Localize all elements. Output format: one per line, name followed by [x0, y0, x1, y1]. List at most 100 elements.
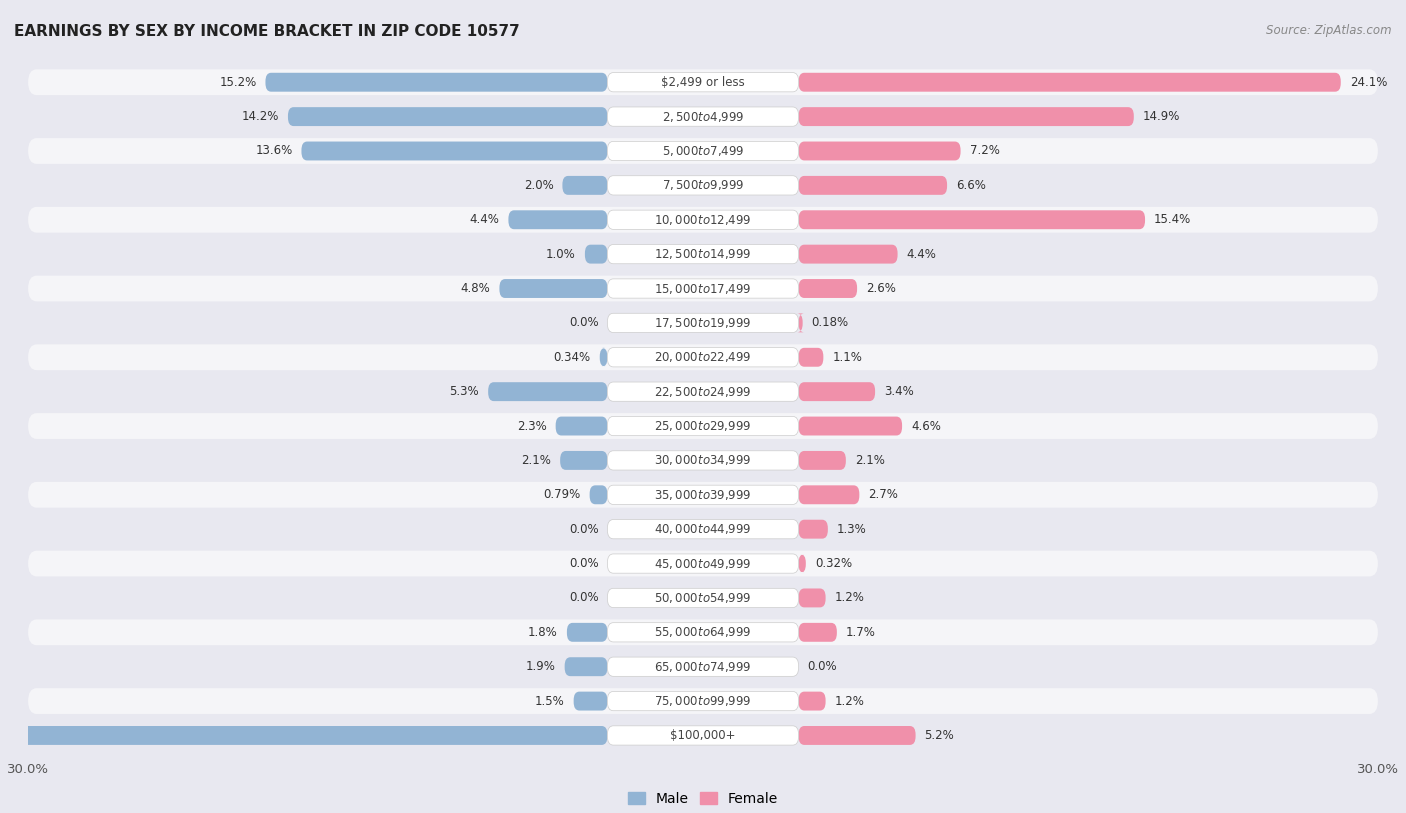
FancyBboxPatch shape: [607, 726, 799, 745]
Text: $7,500 to $9,999: $7,500 to $9,999: [662, 178, 744, 193]
Text: 6.6%: 6.6%: [956, 179, 986, 192]
Text: 1.0%: 1.0%: [546, 248, 576, 261]
FancyBboxPatch shape: [799, 245, 897, 263]
Text: 13.6%: 13.6%: [256, 145, 292, 158]
Text: $75,000 to $99,999: $75,000 to $99,999: [654, 694, 752, 708]
FancyBboxPatch shape: [28, 276, 1378, 302]
Text: 3.4%: 3.4%: [884, 385, 914, 398]
FancyBboxPatch shape: [301, 141, 607, 160]
FancyBboxPatch shape: [799, 176, 948, 195]
Text: 1.2%: 1.2%: [835, 591, 865, 604]
Text: 0.32%: 0.32%: [815, 557, 852, 570]
Text: 0.79%: 0.79%: [543, 489, 581, 502]
Text: $20,000 to $22,499: $20,000 to $22,499: [654, 350, 752, 364]
FancyBboxPatch shape: [799, 348, 824, 367]
FancyBboxPatch shape: [607, 210, 799, 229]
Text: $30,000 to $34,999: $30,000 to $34,999: [654, 454, 752, 467]
FancyBboxPatch shape: [799, 451, 846, 470]
Text: 2.0%: 2.0%: [523, 179, 554, 192]
FancyBboxPatch shape: [607, 416, 799, 436]
FancyBboxPatch shape: [607, 279, 799, 298]
FancyBboxPatch shape: [488, 382, 607, 401]
FancyBboxPatch shape: [607, 313, 799, 333]
Text: 1.5%: 1.5%: [534, 694, 565, 707]
Text: 5.3%: 5.3%: [450, 385, 479, 398]
Text: $35,000 to $39,999: $35,000 to $39,999: [654, 488, 752, 502]
Text: Source: ZipAtlas.com: Source: ZipAtlas.com: [1267, 24, 1392, 37]
Text: 1.3%: 1.3%: [837, 523, 866, 536]
FancyBboxPatch shape: [799, 692, 825, 711]
FancyBboxPatch shape: [799, 141, 960, 160]
Text: 1.8%: 1.8%: [529, 626, 558, 639]
Text: 2.1%: 2.1%: [522, 454, 551, 467]
FancyBboxPatch shape: [555, 416, 607, 436]
FancyBboxPatch shape: [607, 141, 799, 161]
Text: 2.1%: 2.1%: [855, 454, 884, 467]
FancyBboxPatch shape: [28, 447, 1378, 473]
FancyBboxPatch shape: [28, 620, 1378, 646]
Text: 15.2%: 15.2%: [219, 76, 256, 89]
Text: 1.7%: 1.7%: [846, 626, 876, 639]
FancyBboxPatch shape: [607, 348, 799, 367]
FancyBboxPatch shape: [28, 516, 1378, 542]
Text: 0.0%: 0.0%: [569, 557, 599, 570]
Text: 4.8%: 4.8%: [461, 282, 491, 295]
FancyBboxPatch shape: [28, 241, 1378, 267]
FancyBboxPatch shape: [607, 245, 799, 263]
FancyBboxPatch shape: [799, 554, 806, 573]
FancyBboxPatch shape: [607, 657, 799, 676]
FancyBboxPatch shape: [607, 107, 799, 126]
FancyBboxPatch shape: [607, 589, 799, 607]
FancyBboxPatch shape: [509, 211, 607, 229]
Text: $45,000 to $49,999: $45,000 to $49,999: [654, 557, 752, 571]
Text: $17,500 to $19,999: $17,500 to $19,999: [654, 316, 752, 330]
Text: $40,000 to $44,999: $40,000 to $44,999: [654, 522, 752, 537]
Text: $65,000 to $74,999: $65,000 to $74,999: [654, 659, 752, 674]
FancyBboxPatch shape: [28, 413, 1378, 439]
FancyBboxPatch shape: [585, 245, 607, 263]
FancyBboxPatch shape: [28, 207, 1378, 233]
FancyBboxPatch shape: [799, 416, 903, 436]
FancyBboxPatch shape: [607, 691, 799, 711]
Text: $10,000 to $12,499: $10,000 to $12,499: [654, 213, 752, 227]
FancyBboxPatch shape: [799, 520, 828, 539]
Text: $25,000 to $29,999: $25,000 to $29,999: [654, 419, 752, 433]
FancyBboxPatch shape: [28, 310, 1378, 336]
Text: 14.9%: 14.9%: [1143, 110, 1180, 123]
FancyBboxPatch shape: [28, 585, 1378, 611]
FancyBboxPatch shape: [0, 726, 607, 745]
FancyBboxPatch shape: [266, 73, 607, 92]
FancyBboxPatch shape: [28, 688, 1378, 714]
FancyBboxPatch shape: [607, 176, 799, 195]
FancyBboxPatch shape: [607, 72, 799, 92]
FancyBboxPatch shape: [799, 382, 875, 401]
FancyBboxPatch shape: [560, 451, 607, 470]
FancyBboxPatch shape: [607, 382, 799, 402]
Text: 0.18%: 0.18%: [811, 316, 849, 329]
Text: $55,000 to $64,999: $55,000 to $64,999: [654, 625, 752, 639]
Text: $22,500 to $24,999: $22,500 to $24,999: [654, 385, 752, 398]
Text: $100,000+: $100,000+: [671, 729, 735, 742]
FancyBboxPatch shape: [799, 589, 825, 607]
Text: 14.2%: 14.2%: [242, 110, 278, 123]
Text: 0.0%: 0.0%: [807, 660, 837, 673]
Text: 2.3%: 2.3%: [517, 420, 547, 433]
Text: 0.0%: 0.0%: [569, 316, 599, 329]
FancyBboxPatch shape: [574, 692, 607, 711]
FancyBboxPatch shape: [28, 723, 1378, 748]
FancyBboxPatch shape: [28, 104, 1378, 129]
FancyBboxPatch shape: [607, 554, 799, 573]
Text: $15,000 to $17,499: $15,000 to $17,499: [654, 281, 752, 295]
FancyBboxPatch shape: [799, 279, 858, 298]
FancyBboxPatch shape: [799, 485, 859, 504]
FancyBboxPatch shape: [589, 485, 607, 504]
Text: $2,500 to $4,999: $2,500 to $4,999: [662, 110, 744, 124]
Text: EARNINGS BY SEX BY INCOME BRACKET IN ZIP CODE 10577: EARNINGS BY SEX BY INCOME BRACKET IN ZIP…: [14, 24, 520, 39]
FancyBboxPatch shape: [607, 520, 799, 539]
FancyBboxPatch shape: [607, 485, 799, 504]
Text: 2.6%: 2.6%: [866, 282, 896, 295]
Text: 1.1%: 1.1%: [832, 350, 862, 363]
FancyBboxPatch shape: [600, 348, 607, 367]
FancyBboxPatch shape: [799, 73, 1341, 92]
FancyBboxPatch shape: [499, 279, 607, 298]
